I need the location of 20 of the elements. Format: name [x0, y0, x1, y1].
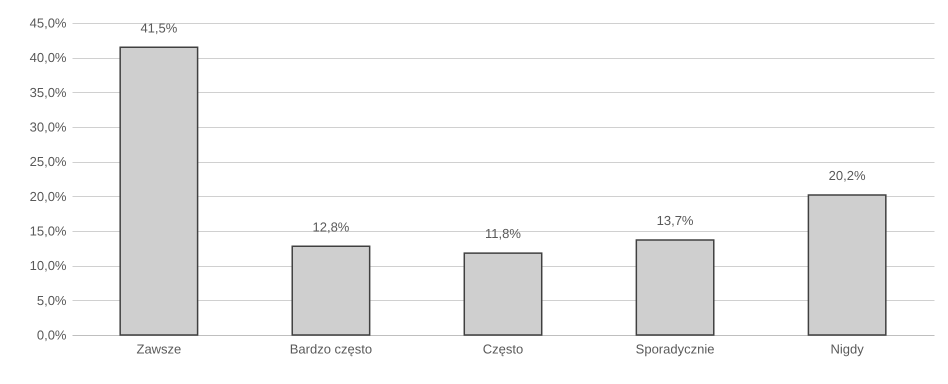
x-tick-label: Bardzo często — [290, 342, 372, 356]
y-tick-label: 15,0% — [30, 224, 67, 238]
data-label: 41,5% — [140, 20, 178, 36]
y-tick-label: 45,0% — [30, 16, 67, 30]
data-label: 11,8% — [485, 226, 522, 242]
y-tick-label: 20,0% — [30, 188, 67, 204]
data-label: 13,7% — [656, 213, 694, 228]
y-tick-label: 5,0% — [36, 292, 67, 308]
x-tick-label: Zawsze — [136, 342, 182, 356]
y-tick-label: 30,0% — [30, 120, 67, 134]
y-tick-label: 0,0% — [36, 328, 67, 342]
x-tick-label: Nigdy — [830, 342, 864, 356]
y-tick-label: 35,0% — [30, 84, 67, 100]
y-tick-label: 10,0% — [30, 258, 67, 274]
data-label: 20,2% — [828, 168, 866, 183]
y-tick-label: 25,0% — [30, 154, 67, 170]
data-label: 12,8% — [312, 219, 350, 234]
y-tick-label: 40,0% — [30, 50, 67, 66]
x-tick-label: Sporadycznie — [636, 342, 714, 356]
x-tick-label: Często — [482, 342, 524, 356]
